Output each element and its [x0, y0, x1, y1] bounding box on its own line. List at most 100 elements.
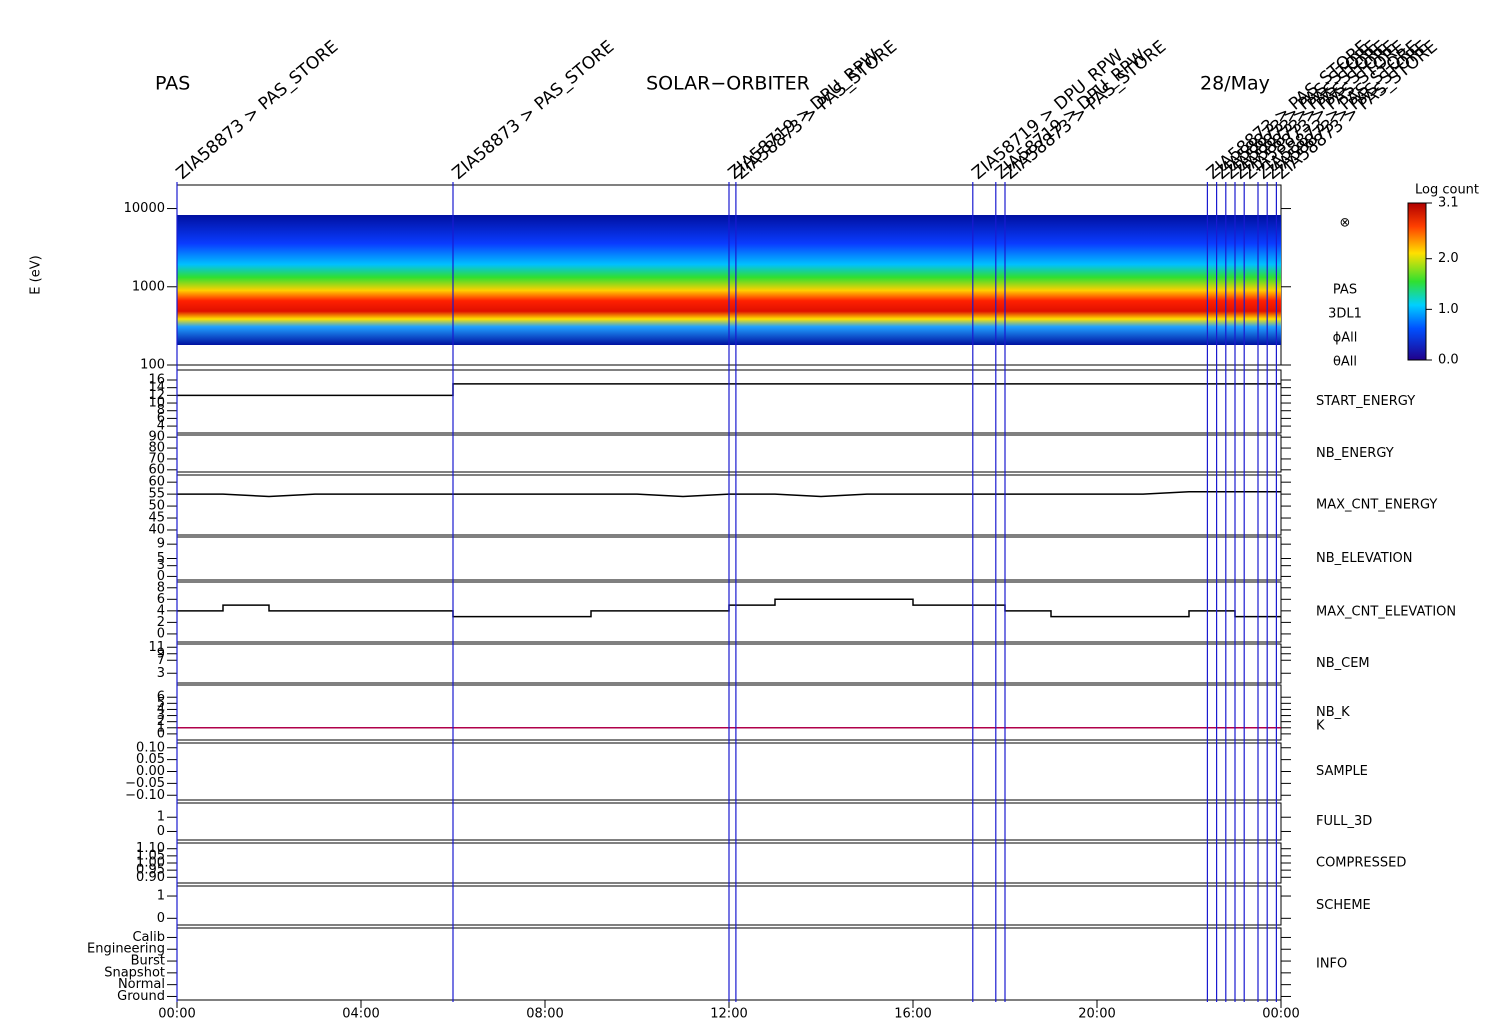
y-tick-label: 4 — [157, 419, 165, 434]
y-tick-label: 14 — [148, 380, 165, 395]
y-tick-label: 80 — [148, 441, 165, 456]
y-tick-label: 6 — [157, 592, 165, 607]
y-tick-label: 5 — [157, 696, 165, 711]
y-tick-label: Calib — [132, 930, 165, 945]
panel-note: PAS — [1333, 283, 1357, 298]
y-tick-label: 0 — [157, 626, 165, 641]
panel-label: INFO — [1316, 957, 1347, 972]
y-tick-label: Ground — [117, 989, 165, 1004]
y-tick-label: 60 — [148, 462, 165, 477]
header-center: SOLAR−ORBITER — [646, 73, 810, 95]
y-tick-label: 2 — [157, 615, 165, 630]
panel-note: ϕAll — [1333, 331, 1358, 346]
y-tick-label: 60 — [148, 475, 165, 490]
panel-label: START_ENERGY — [1316, 394, 1415, 409]
panel-note: ⊗ — [1340, 216, 1351, 231]
y-tick-label: 0.10 — [136, 740, 165, 755]
panel-note: 3DL1 — [1328, 307, 1362, 322]
colorbar-tick-label: 1.0 — [1438, 302, 1459, 317]
panel-label: FULL_3D — [1316, 814, 1372, 829]
colorbar-tick-label: 0.0 — [1438, 353, 1459, 368]
y-tick-label: Normal — [118, 977, 165, 992]
y-tick-label: 40 — [148, 522, 165, 537]
y-tick-label: 0 — [157, 726, 165, 741]
x-tick-label: 16:00 — [894, 1007, 931, 1020]
panel-label: NB_ELEVATION — [1316, 551, 1413, 566]
y-tick-label: Burst — [131, 954, 165, 969]
y-tick-label: 0 — [157, 569, 165, 584]
x-tick-label: 12:00 — [710, 1007, 747, 1020]
y-tick-label: 50 — [148, 499, 165, 514]
y-tick-label: 0.90 — [136, 870, 165, 885]
x-tick-label: 00:00 — [1262, 1007, 1299, 1020]
y-tick-label: 10000 — [124, 201, 165, 216]
y-tick-label: 1.05 — [136, 848, 165, 863]
y-tick-label: 9 — [157, 537, 165, 552]
y-tick-label: 55 — [148, 487, 165, 502]
y-tick-label: 0.00 — [136, 764, 165, 779]
y-tick-label: 12 — [148, 388, 165, 403]
x-tick-label: 20:00 — [1078, 1007, 1115, 1020]
y-tick-label: 10 — [148, 396, 165, 411]
y-tick-label: 2 — [157, 714, 165, 729]
event-label: ZIA58873 > PAS_STORE — [173, 37, 343, 184]
event-label: ZIA58719 > DPU_RPW — [968, 46, 1127, 184]
panel-label: COMPRESSED — [1316, 856, 1406, 871]
y-tick-label: 6 — [157, 411, 165, 426]
panel-label: NB_CEM — [1316, 656, 1370, 671]
event-label: ZIA58873 > PAS_STORE — [1001, 37, 1171, 184]
panel-note: θAll — [1333, 355, 1357, 370]
colorbar — [1407, 202, 1427, 361]
y-tick-label: 3 — [157, 558, 165, 573]
panel-label: MAX_CNT_ENERGY — [1316, 498, 1437, 513]
y-tick-label: −0.05 — [125, 776, 165, 791]
panel-label: MAX_CNT_ELEVATION — [1316, 605, 1456, 620]
y-tick-label: 90 — [148, 430, 165, 445]
series-name: K — [1316, 718, 1325, 733]
y-tick-label: 1000 — [132, 279, 165, 294]
y-tick-label: 0 — [157, 824, 165, 839]
y-tick-label: 5 — [157, 551, 165, 566]
y-tick-label: 3 — [157, 666, 165, 681]
y-tick-label: 6 — [157, 690, 165, 705]
y-axis-label: E (eV) — [29, 255, 44, 294]
y-tick-label: 0 — [157, 911, 165, 926]
y-tick-label: 8 — [157, 403, 165, 418]
y-tick-label: 45 — [148, 511, 165, 526]
y-tick-label: Engineering — [87, 942, 165, 957]
series-line — [177, 598, 1281, 618]
x-tick-label: 08:00 — [526, 1007, 563, 1020]
colorbar-tick-label: 2.0 — [1438, 251, 1459, 266]
y-tick-label: 1.00 — [136, 856, 165, 871]
x-tick-label: 04:00 — [342, 1007, 379, 1020]
y-tick-label: 1 — [157, 810, 165, 825]
header-left: PAS — [155, 73, 190, 95]
y-tick-label: 9 — [157, 646, 165, 661]
x-tick-label: 00:00 — [158, 1007, 195, 1020]
y-tick-label: 4 — [157, 702, 165, 717]
y-tick-label: −0.10 — [125, 788, 165, 803]
panel-label: SCHEME — [1316, 898, 1371, 913]
y-tick-label: 1.10 — [136, 841, 165, 856]
y-tick-label: Snapshot — [104, 965, 165, 980]
y-tick-label: 8 — [157, 580, 165, 595]
y-tick-label: 0.05 — [136, 752, 165, 767]
event-label: ZIA58873 > PAS_STORE — [449, 37, 619, 184]
y-tick-label: 1 — [157, 720, 165, 735]
y-tick-label: 7 — [157, 653, 165, 668]
y-tick-label: 11 — [148, 640, 165, 655]
header-right: 28/May — [1200, 73, 1270, 95]
y-tick-label: 0.95 — [136, 863, 165, 878]
colorbar-title: Log count — [1415, 183, 1479, 198]
colorbar-tick-label: 3.1 — [1438, 196, 1459, 211]
y-tick-label: 70 — [148, 451, 165, 466]
y-tick-label: 100 — [140, 358, 165, 373]
y-tick-label: 3 — [157, 708, 165, 723]
panel-label: NB_ENERGY — [1316, 446, 1394, 461]
y-tick-label: 1 — [157, 889, 165, 904]
y-tick-label: 4 — [157, 603, 165, 618]
y-tick-label: 16 — [148, 372, 165, 387]
panel-label: NB_K — [1316, 705, 1350, 720]
panel-label: SAMPLE — [1316, 764, 1368, 779]
